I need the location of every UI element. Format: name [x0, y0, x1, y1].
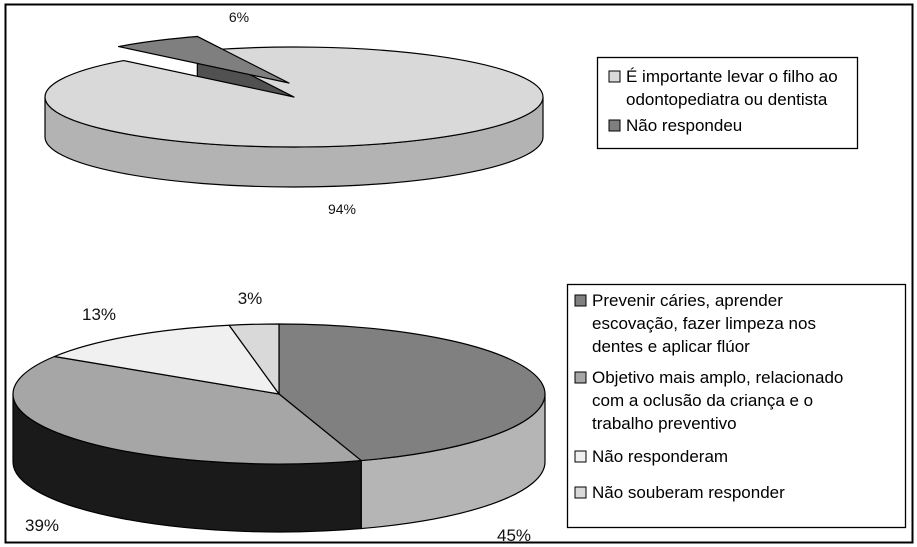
- legend-2-item-2-line-0: Não responderam: [592, 447, 728, 466]
- legend-1-swatch-0: [608, 70, 621, 83]
- legend-2-item-3-line-0: Não souberam responder: [592, 483, 785, 502]
- legend-1-item-1-line-0: Não respondeu: [626, 116, 742, 135]
- pie1-slice-0: [44, 46, 544, 148]
- pie2-slice-3: [228, 323, 280, 395]
- pie1-data-label-6: 6%: [229, 9, 249, 25]
- legend-2-item-0-line-2: dentes e aplicar flúor: [592, 337, 750, 356]
- legend-1-item-0-line-0: É importante levar o filho ao: [626, 67, 838, 86]
- pie2-data-label-13: 13%: [82, 305, 116, 324]
- legend-2-swatch-2: [574, 450, 587, 463]
- pie1-slice-1: [117, 35, 290, 84]
- pie2-data-label-45: 45%: [497, 526, 531, 545]
- legend-1-box: [596, 56, 859, 150]
- pie2-data-label-3: 3%: [238, 289, 263, 308]
- legend-2: Prevenir cáries, aprender escovação, faz…: [566, 283, 907, 529]
- legend-2-item-1-line-0: Objetivo mais amplo, relacionado: [592, 368, 843, 387]
- pie1-data-label-94: 94%: [328, 201, 356, 217]
- legend-1-swatch-1: [608, 119, 621, 132]
- legend-2-item-0-line-1: escovação, fazer limpeza nos: [592, 314, 816, 333]
- legend-2-swatch-1: [574, 371, 587, 384]
- legend-2-item-1-line-1: com a oclusão da criança e o: [592, 391, 813, 410]
- pie2-data-label-39: 39%: [25, 516, 59, 535]
- legend-2-box: [566, 283, 907, 529]
- legend-1-item-0-line-1: odontopediatra ou dentista: [626, 90, 828, 109]
- pie2-slice-0: [278, 323, 546, 462]
- legend-2-swatch-3: [574, 486, 587, 499]
- pie-chart-2: 45% 39% 13% 3%: [12, 289, 546, 545]
- legend-1: É importante levar o filho ao odontopedi…: [596, 56, 859, 150]
- pie2-slice-2: [53, 324, 280, 395]
- pie2-slice-1: [12, 355, 362, 465]
- legend-2-item-0-line-0: Prevenir cáries, aprender: [592, 291, 783, 310]
- pie-chart-1: 94% 6%: [44, 9, 544, 217]
- legend-2-item-1-line-2: trabalho preventivo: [592, 414, 737, 433]
- legend-2-swatch-0: [574, 294, 587, 307]
